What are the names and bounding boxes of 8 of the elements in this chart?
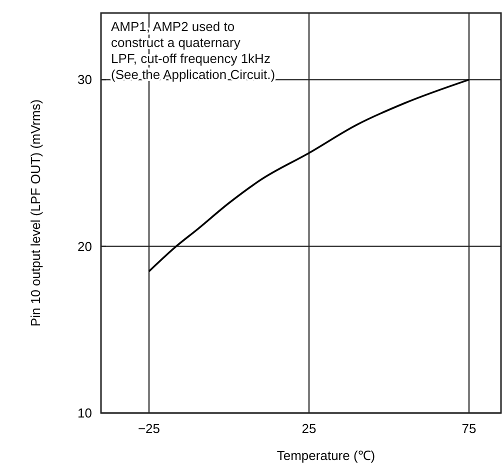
x-tick-label: 25	[302, 421, 316, 436]
y-tick-label: 10	[78, 406, 92, 420]
x-tick-label: −25	[138, 421, 160, 436]
x-axis-title: Temperature (℃)	[276, 448, 376, 463]
x-tick-label: 75	[462, 421, 476, 436]
y-axis-title: Pin 10 output level (LPF OUT) (mVrms)	[28, 99, 43, 327]
y-tick-label: 30	[78, 72, 92, 88]
y-tick-label: 20	[78, 238, 92, 254]
